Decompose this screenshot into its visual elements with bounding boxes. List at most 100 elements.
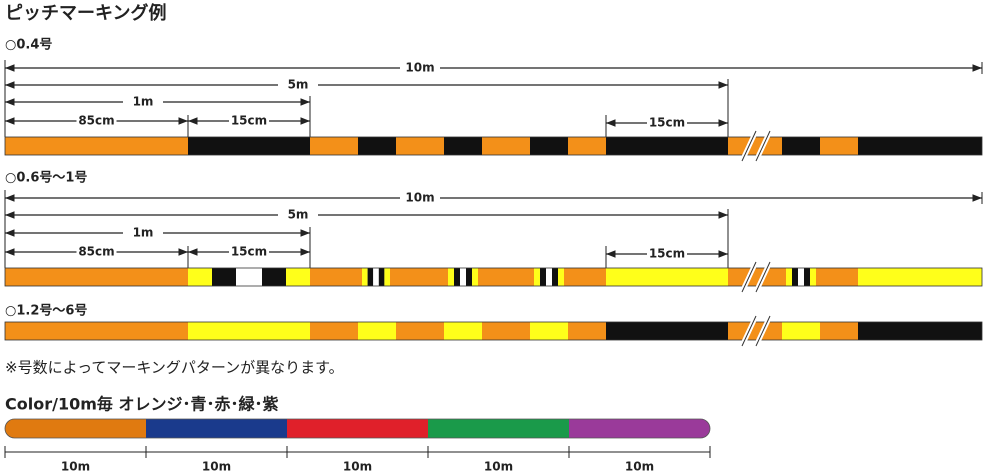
bar-segment	[448, 268, 454, 286]
bar-segment	[310, 137, 358, 155]
color-segment	[569, 419, 710, 438]
bar-outline	[4, 267, 983, 287]
bar-segment	[552, 268, 558, 286]
label-bg	[76, 244, 117, 260]
bar-segment	[782, 137, 820, 155]
segment-label: 10m	[61, 460, 90, 474]
dimension-label: 10m	[405, 61, 434, 75]
bar-segment	[792, 268, 798, 286]
bar-segment	[568, 137, 606, 155]
bar-segment	[5, 137, 188, 155]
bar-segment	[396, 322, 444, 340]
bar-segment	[564, 268, 606, 286]
dimension-label: 15cm	[649, 116, 685, 130]
break-mark	[741, 315, 757, 347]
bar-segment	[188, 322, 310, 340]
break-mark	[755, 261, 771, 293]
bar-segment	[568, 322, 606, 340]
bar-outline	[4, 321, 983, 341]
bar-segment	[530, 137, 568, 155]
break-mark	[755, 315, 771, 347]
bar-segment	[310, 268, 362, 286]
bar-segment	[482, 322, 530, 340]
break-mark	[741, 261, 757, 293]
break-mark	[755, 130, 771, 162]
label-bg	[229, 244, 269, 260]
bar-segment	[540, 268, 546, 286]
segment-label: 10m	[202, 460, 231, 474]
bar-segment	[396, 137, 444, 155]
dimension-label: 10m	[405, 191, 434, 205]
dimension-label: 1m	[133, 95, 154, 109]
bar-segment	[362, 268, 368, 286]
bar-segment	[782, 322, 820, 340]
bar-segment	[858, 268, 982, 286]
dimension-label: 85cm	[78, 245, 114, 259]
bar-segment	[188, 137, 310, 155]
segment-label: 10m	[625, 460, 654, 474]
bar-segment	[444, 322, 482, 340]
bar-segment	[606, 322, 728, 340]
bar-segment	[367, 268, 374, 286]
bar-segment	[454, 268, 460, 286]
label-bg	[229, 113, 269, 129]
color-bar-outline	[4, 418, 711, 439]
color-bar	[5, 419, 710, 438]
label-bg	[123, 94, 163, 110]
bar-segment	[478, 268, 534, 286]
bar-segment	[810, 268, 816, 286]
bar-segment	[728, 322, 782, 340]
bar-segment	[472, 268, 478, 286]
bar-segment	[378, 268, 385, 286]
bar-segment	[286, 268, 310, 286]
label-bg	[76, 113, 117, 129]
segment-label: 10m	[484, 460, 513, 474]
color-segment	[5, 419, 146, 438]
dimension-label: 15cm	[231, 245, 267, 259]
bar-segment	[804, 268, 810, 286]
note: ※号数によってマーキングパターンが異なります。	[5, 359, 344, 377]
bar-segment	[606, 137, 728, 155]
bar-segment	[546, 268, 552, 286]
section-label: ○0.6号～1号	[5, 171, 87, 186]
section-label: ○1.2号～6号	[5, 304, 87, 319]
section-label: ○0.4号	[5, 38, 52, 53]
dimension-label: 85cm	[78, 114, 114, 128]
bar-segment	[820, 322, 858, 340]
bar-segment	[482, 137, 530, 155]
bar-segment	[390, 268, 448, 286]
segment-label: 10m	[343, 460, 372, 474]
bar-segment	[820, 137, 858, 155]
bar-segment	[606, 268, 728, 286]
bar-segment	[236, 268, 262, 286]
bar-segment	[5, 322, 188, 340]
bar-segment	[858, 322, 982, 340]
bar-segment	[5, 268, 188, 286]
label-bg	[647, 115, 687, 131]
bar-segment	[466, 268, 472, 286]
label-bg	[647, 246, 687, 262]
bar-segment	[534, 268, 540, 286]
bar-outline	[4, 136, 983, 156]
bar-segment	[530, 322, 568, 340]
bar-segment	[444, 137, 482, 155]
dimension-label: 1m	[133, 226, 154, 240]
label-bg	[400, 190, 440, 206]
color-segment	[287, 419, 428, 438]
bar-segment	[460, 268, 466, 286]
bar-segment	[798, 268, 804, 286]
bar-segment	[384, 268, 390, 286]
label-bg	[278, 77, 318, 93]
label-bg	[278, 207, 318, 223]
label-bg	[123, 225, 163, 241]
dimension-label: 15cm	[231, 114, 267, 128]
bar-segment	[262, 268, 286, 286]
bar-segment	[786, 268, 792, 286]
bar-segment	[728, 137, 782, 155]
dimension-label: 5m	[288, 208, 309, 222]
dimension-label: 15cm	[649, 247, 685, 261]
color-segment	[428, 419, 569, 438]
break-mark	[741, 130, 757, 162]
bar-segment	[373, 268, 379, 286]
label-bg	[400, 60, 440, 76]
